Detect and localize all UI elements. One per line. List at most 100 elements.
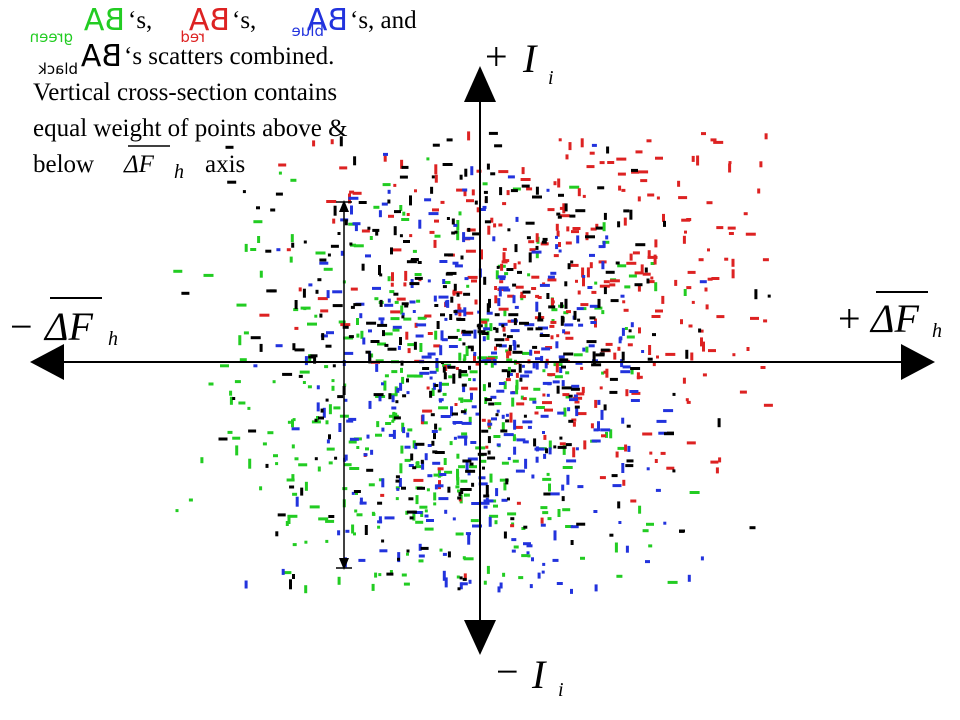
scatter-dot: [402, 427, 406, 434]
scatter-dot: [282, 571, 292, 575]
scatter-dot: [590, 321, 597, 324]
scatter-dot: [317, 278, 322, 282]
scatter-dot: [591, 363, 602, 367]
scatter-dot: [463, 189, 467, 197]
scatter-dot: [477, 330, 486, 334]
scatter-dot: [463, 399, 473, 403]
scatter-dot: [275, 192, 283, 196]
scatter-dot: [665, 352, 676, 356]
scatter-dot: [433, 492, 437, 501]
scatter-dot: [489, 514, 499, 518]
scatter-dot: [422, 409, 433, 413]
scatter-dot: [595, 226, 603, 230]
scatter-dot: [444, 470, 453, 474]
cross-section-arrow: [339, 200, 349, 212]
scatter-dot: [554, 375, 563, 379]
scatter-dot: [485, 445, 489, 449]
scatter-dot: [420, 546, 429, 550]
scatter-dot: [473, 329, 477, 339]
scatter-dot: [349, 467, 360, 470]
scatter-dot: [556, 334, 560, 338]
scatter-dot: [599, 386, 603, 390]
scatter-dot: [605, 235, 609, 240]
axis-symbol: I: [522, 36, 538, 81]
scatter-dot: [685, 398, 689, 402]
scatter-dot: [559, 214, 570, 218]
scatter-dot: [522, 351, 530, 355]
scatter-dot: [745, 232, 756, 236]
scatter-dot: [645, 560, 650, 564]
scatter-dot: [406, 432, 410, 438]
scatter-dot: [638, 505, 642, 514]
scatter-dot: [620, 359, 624, 368]
scatter-dot: [546, 188, 550, 192]
note-symbol: ΔF: [123, 151, 155, 178]
scatter-dot: [520, 395, 524, 400]
symbol: BA: [80, 39, 122, 74]
scatter-dot: [432, 461, 441, 465]
scatter-dot: [532, 361, 536, 369]
scatter-dot: [370, 449, 374, 455]
scatter-dot: [564, 203, 568, 212]
scatter-dot: [314, 457, 318, 461]
scatter-dot: [559, 442, 566, 446]
scatter-dot: [542, 511, 549, 515]
scatter-dot: [506, 358, 513, 362]
scatter-dot: [540, 242, 548, 246]
scatter-dot: [561, 484, 565, 491]
scatter-dot: [433, 433, 436, 440]
scatter-dot: [434, 304, 439, 307]
scatter-dot: [541, 347, 551, 351]
scatter-dot: [501, 461, 509, 465]
scatter-dot: [572, 227, 581, 230]
scatter-dot: [387, 276, 391, 282]
scatter-dot: [434, 234, 441, 238]
scatter-dot: [743, 212, 748, 216]
subscript: blue: [292, 22, 324, 40]
scatter-dot: [547, 373, 556, 377]
scatter-dot: [427, 332, 433, 335]
scatter-dot: [614, 542, 618, 553]
arrow-left: [30, 344, 64, 380]
scatter-dot: [412, 510, 416, 521]
axis-symbol: ΔF: [43, 304, 93, 349]
scatter-dot: [393, 183, 397, 187]
scatter-dot: [294, 348, 305, 352]
scatter-dot: [417, 316, 426, 320]
scatter-dot: [582, 275, 586, 278]
scatter-dot: [603, 212, 607, 220]
scatter-dot: [384, 343, 389, 347]
scatter-dot: [438, 398, 444, 402]
scatter-dot: [478, 476, 486, 480]
scatter-dot: [337, 395, 344, 399]
scatter-dot: [344, 398, 348, 402]
scatter-dot: [569, 185, 580, 189]
scatter-dot: [558, 138, 562, 142]
scatter-dot: [479, 318, 490, 322]
scatter-dot: [344, 454, 348, 461]
scatter-dot: [339, 166, 348, 170]
scatter-dot: [438, 427, 442, 431]
scatter-dot: [412, 466, 417, 470]
scatter-dot: [275, 462, 279, 466]
scatter-dot: [344, 351, 354, 355]
scatter-dot: [390, 247, 393, 255]
scatter-dot: [345, 529, 350, 533]
scatter-dot: [448, 345, 458, 348]
scatter-dot: [488, 131, 498, 135]
scatter-dot: [413, 478, 424, 482]
scatter-dot: [434, 174, 438, 183]
scatter-dot: [542, 237, 548, 241]
scatter-dot: [646, 280, 655, 284]
scatter-dot: [399, 234, 403, 238]
scatter-dot: [630, 367, 634, 375]
scatter-dot: [323, 267, 333, 271]
scatter-dot: [366, 468, 374, 472]
scatter-dot: [601, 310, 605, 315]
scatter-dot: [654, 239, 658, 248]
scatter-dot: [546, 472, 550, 476]
scatter-dot: [442, 163, 453, 166]
scatter-dot: [434, 384, 439, 387]
scatter-dot: [379, 299, 383, 307]
scatter-dot: [365, 350, 371, 354]
